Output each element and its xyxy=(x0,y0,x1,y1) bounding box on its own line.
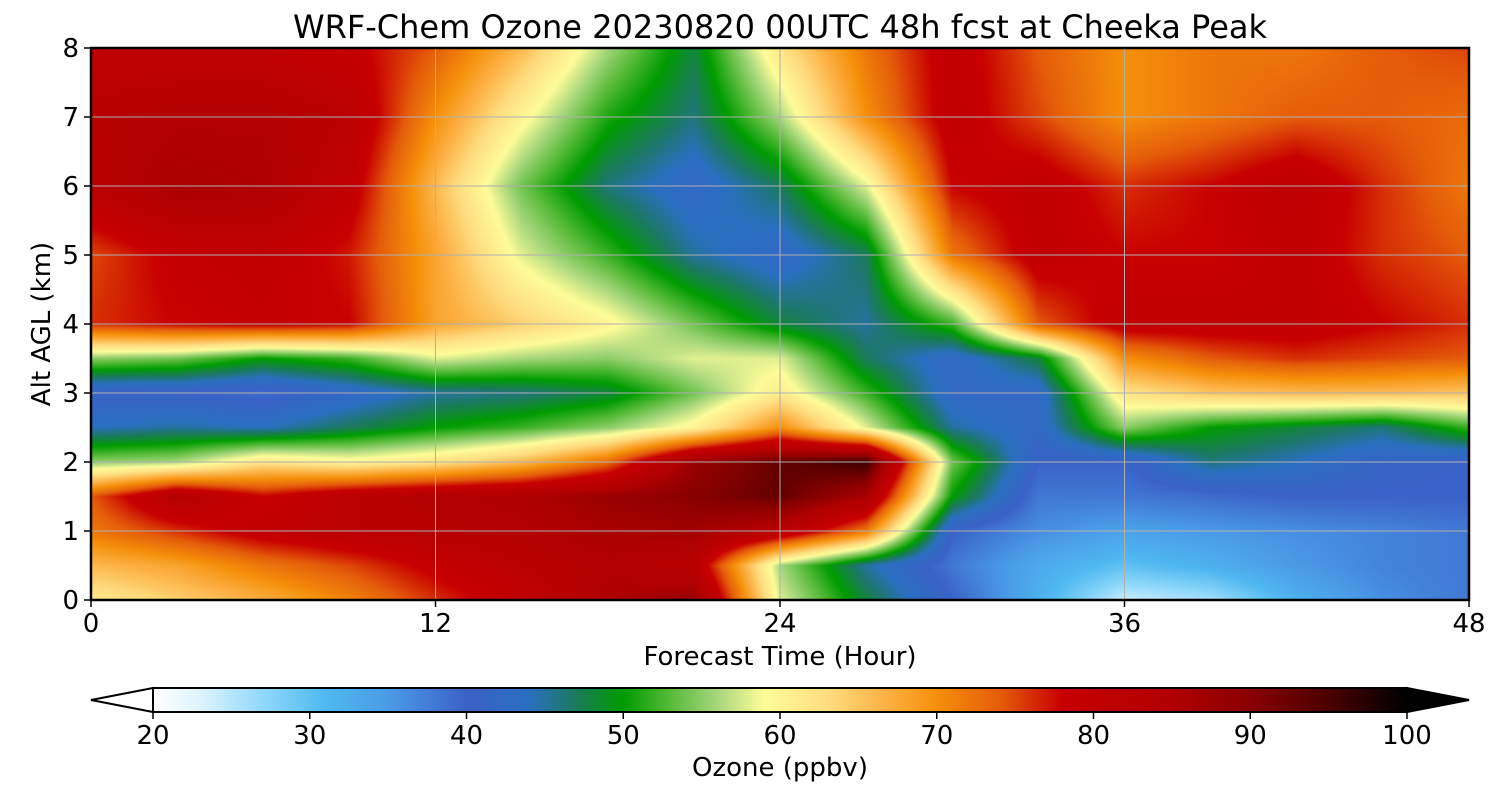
x-tick-label: 24 xyxy=(763,609,796,639)
y-tick-label: 2 xyxy=(62,448,79,478)
x-axis-label: Forecast Time (Hour) xyxy=(643,642,916,672)
y-tick-label: 3 xyxy=(62,379,79,409)
colorbar-high-extension xyxy=(1406,686,1470,714)
y-tick-label: 4 xyxy=(62,310,79,340)
colorbar-tick-label: 50 xyxy=(607,721,640,751)
colorbar-tick-label: 40 xyxy=(450,721,483,751)
y-axis-ticks: 0 1 2 3 4 5 6 7 8 xyxy=(62,34,91,616)
colorbar-tick-label: 60 xyxy=(763,721,796,751)
colorbar-tick-label: 100 xyxy=(1382,721,1432,751)
colorbar-gradient xyxy=(153,688,1407,712)
colorbar-tick-label: 30 xyxy=(293,721,326,751)
x-tick-label: 48 xyxy=(1452,609,1485,639)
colorbar-tick-label: 90 xyxy=(1234,721,1267,751)
y-tick-label: 7 xyxy=(62,103,79,133)
x-tick-label: 0 xyxy=(83,609,100,639)
x-tick-label: 36 xyxy=(1108,609,1141,639)
y-tick-label: 8 xyxy=(62,34,79,64)
colorbar-tick-label: 80 xyxy=(1077,721,1110,751)
x-axis-ticks: 0 12 24 36 48 xyxy=(83,600,1486,639)
chart-title: WRF-Chem Ozone 20230820 00UTC 48h fcst a… xyxy=(293,8,1268,46)
colorbar-low-extension xyxy=(90,686,154,714)
y-tick-label: 1 xyxy=(62,517,79,547)
colorbar-tick-label: 20 xyxy=(136,721,169,751)
y-axis-label: Alt AGL (km) xyxy=(27,242,57,406)
y-tick-label: 5 xyxy=(62,241,79,271)
colorbar: 20 30 40 50 60 70 80 90 100 Ozone (ppbv) xyxy=(90,686,1470,783)
colorbar-ticks: 20 30 40 50 60 70 80 90 100 xyxy=(136,712,1432,751)
y-tick-label: 0 xyxy=(62,586,79,616)
colorbar-label: Ozone (ppbv) xyxy=(692,753,868,783)
y-tick-label: 6 xyxy=(62,172,79,202)
colorbar-tick-label: 70 xyxy=(920,721,953,751)
x-tick-label: 12 xyxy=(419,609,452,639)
